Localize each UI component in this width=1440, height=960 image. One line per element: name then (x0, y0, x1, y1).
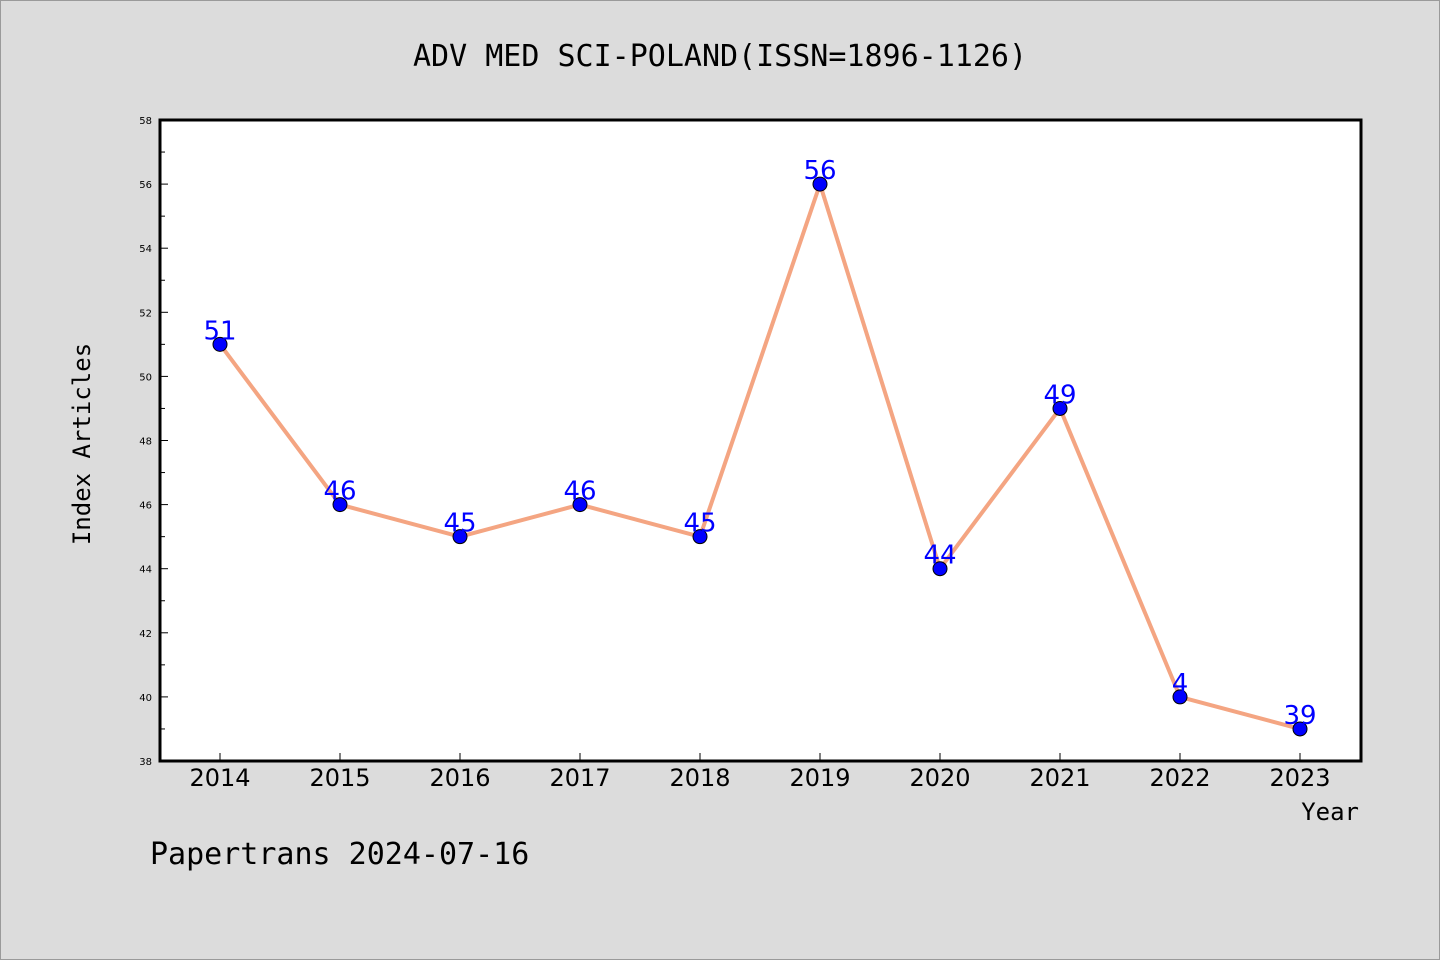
data-label: 45 (683, 509, 716, 539)
y-axis-ticks: 38 40 42 44 46 48 50 52 54 56 58 (139, 116, 168, 768)
y-axis-label: Index Articles (68, 343, 96, 545)
x-tick-label: 2020 (909, 764, 970, 792)
y-tick-label: 48 (139, 437, 152, 448)
data-point (572, 497, 588, 513)
data-label: 44 (923, 541, 956, 571)
data-point (452, 529, 468, 545)
y-tick-label: 38 (139, 757, 152, 768)
data-point (692, 529, 708, 545)
x-tick-label: 2019 (789, 764, 850, 792)
data-label: 39 (1283, 701, 1316, 731)
y-tick-label: 56 (139, 180, 152, 191)
chart-title: ADV MED SCI-POLAND(ISSN=1896-1126) (413, 39, 1027, 74)
data-label: 45 (443, 509, 476, 539)
x-tick-label: 2017 (549, 764, 610, 792)
y-tick-label: 46 (139, 501, 152, 512)
data-point (932, 561, 948, 577)
x-tick-label: 2018 (669, 764, 730, 792)
plot-border (158, 118, 1363, 763)
data-point (1172, 689, 1188, 705)
footer-credit: Papertrans 2024-07-16 (150, 837, 529, 872)
y-tick-label: 54 (139, 244, 152, 255)
data-label: 51 (203, 316, 236, 346)
x-tick-label: 2014 (189, 764, 250, 792)
series-line (218, 182, 1301, 731)
data-label: 56 (803, 156, 836, 186)
y-tick-label: 50 (139, 372, 152, 383)
data-label: 46 (323, 477, 356, 507)
x-tick-label: 2023 (1269, 764, 1330, 792)
data-point (1052, 400, 1068, 416)
data-label: 46 (563, 477, 596, 507)
x-axis-ticks: 2014 2015 2016 2017 2018 2019 2020 2021 2022 2023 (189, 753, 1331, 792)
y-tick-label: 44 (139, 565, 152, 576)
data-point (812, 176, 828, 192)
data-label: 4 (1172, 669, 1189, 699)
data-point (1292, 721, 1308, 737)
data-label: 49 (1043, 380, 1076, 410)
y-tick-label: 42 (139, 629, 152, 640)
y-tick-label: 40 (139, 693, 152, 704)
data-point (332, 497, 348, 513)
plot-area (160, 120, 1361, 761)
x-axis-label: Year (1301, 798, 1359, 826)
x-tick-label: 2021 (1029, 764, 1090, 792)
y-tick-label: 52 (139, 308, 152, 319)
x-tick-label: 2022 (1149, 764, 1210, 792)
x-tick-label: 2015 (309, 764, 370, 792)
data-point (212, 336, 228, 352)
x-tick-label: 2016 (429, 764, 490, 792)
series-layer: 51 46 45 46 45 56 44 49 4 39 (203, 156, 1317, 737)
y-tick-label: 58 (139, 116, 152, 127)
